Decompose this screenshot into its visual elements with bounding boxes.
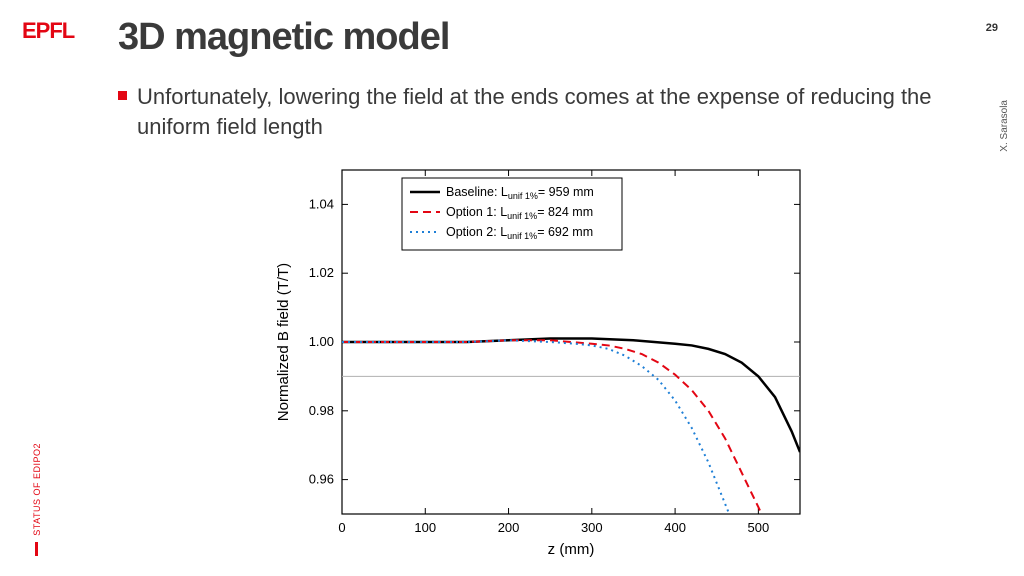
bullet-marker bbox=[118, 91, 127, 100]
svg-text:1.02: 1.02 bbox=[309, 265, 334, 280]
svg-text:400: 400 bbox=[664, 520, 686, 535]
svg-text:300: 300 bbox=[581, 520, 603, 535]
chart: 0 100 200 300 400 500 0.96 0.98 1.00 1.02 1.04 z (m… bbox=[270, 160, 810, 560]
svg-text:Normalized B field (T/T): Normalized B field (T/T) bbox=[275, 263, 292, 421]
author-label: X. Sarasola bbox=[999, 100, 1010, 152]
svg-text:1.00: 1.00 bbox=[309, 334, 334, 349]
svg-text:z (mm): z (mm) bbox=[548, 541, 595, 558]
bullet-text: Unfortunately, lowering the field at the… bbox=[137, 82, 964, 141]
svg-text:200: 200 bbox=[498, 520, 520, 535]
status-bar bbox=[35, 542, 38, 556]
bullet-block: Unfortunately, lowering the field at the… bbox=[118, 82, 964, 141]
epfl-logo: EPFL bbox=[22, 18, 74, 44]
status-label: STATUS OF EDIPO2 bbox=[32, 443, 42, 536]
svg-text:100: 100 bbox=[414, 520, 436, 535]
svg-text:1.04: 1.04 bbox=[309, 196, 334, 211]
svg-text:0: 0 bbox=[338, 520, 345, 535]
page-number: 29 bbox=[986, 22, 998, 34]
svg-text:0.96: 0.96 bbox=[309, 472, 334, 487]
svg-text:0.98: 0.98 bbox=[309, 403, 334, 418]
svg-text:500: 500 bbox=[748, 520, 770, 535]
slide-title: 3D magnetic model bbox=[118, 16, 449, 59]
